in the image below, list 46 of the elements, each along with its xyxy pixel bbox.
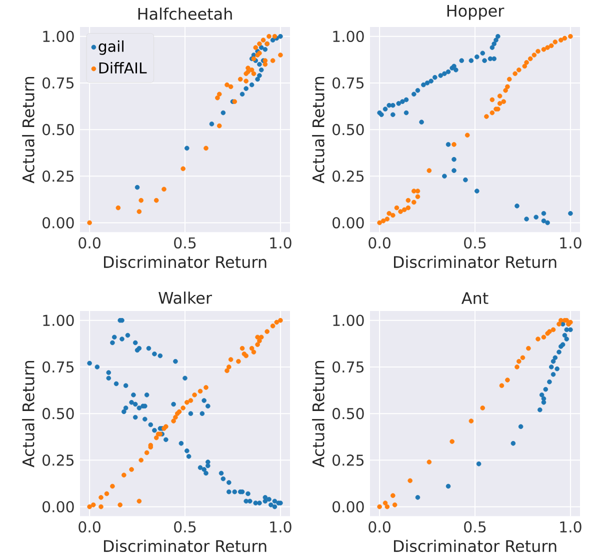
y-tick-label: 0.50 [332,124,364,136]
x-tick-label: 0.0 [78,237,100,249]
x-tick-label: 0.5 [464,521,486,533]
x-tick-label: 0.5 [174,237,196,249]
x-tick-label: 1.0 [560,521,582,533]
y-tick-label: 0.00 [332,217,364,228]
y-axis-title: Actual Return [312,76,324,184]
y-tick-label: 0.00 [42,217,74,228]
y-tick-label: 0.25 [42,170,74,182]
y-tick-label: 0.25 [332,454,364,466]
x-tick-label: 1.0 [560,237,582,249]
y-tick-label: 0.00 [332,501,364,512]
x-tick-label: 0.0 [368,521,390,533]
y-tick-label: 0.50 [332,408,364,420]
x-tick-label: 0.0 [368,237,390,249]
chart-title: Ant [462,292,488,304]
x-axis-title: Discriminator Return [104,540,266,552]
y-axis-title: Actual Return [312,360,324,468]
y-tick-label: 0.75 [42,361,74,373]
x-tick-label: 0.5 [174,521,196,533]
y-axis-title: Actual Return [22,76,34,184]
x-axis-title: Discriminator Return [394,540,556,552]
y-tick-label: 0.50 [42,408,74,420]
x-tick-label: 1.0 [270,521,292,533]
x-tick-label: 0.0 [78,521,100,533]
y-axis-title: Actual Return [22,360,34,468]
y-tick-label: 1.00 [43,30,74,42]
y-tick-label: 0.50 [42,124,74,136]
chart-title: Halfcheetah [138,8,232,20]
x-tick-label: 0.5 [464,237,486,249]
y-tick-label: 0.75 [332,77,364,89]
x-axis-title: Discriminator Return [394,256,556,268]
y-tick-label: 0.75 [332,361,364,373]
x-tick-label: 1.0 [270,237,292,249]
legend-label: gail [98,40,124,55]
y-tick-label: 1.00 [43,314,74,326]
y-tick-label: 1.00 [333,30,364,42]
y-tick-label: 0.25 [332,170,364,182]
x-axis-title: Discriminator Return [104,256,266,268]
chart-title: Hopper [447,4,504,20]
y-tick-label: 0.75 [42,77,74,89]
chart-title: Walker [158,292,212,304]
legend-label: DiffAIL [99,62,147,74]
y-tick-label: 0.25 [42,454,74,466]
y-tick-label: 0.00 [42,501,74,512]
y-tick-label: 1.00 [333,314,364,326]
